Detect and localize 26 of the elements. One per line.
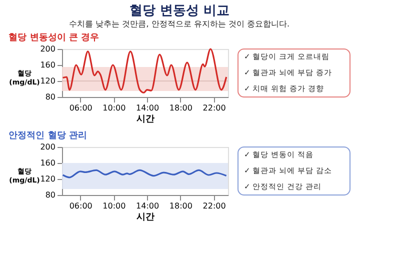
chart-title: 안정적인 혈당 관리 xyxy=(8,131,87,141)
x-tick-label: 14:00 xyxy=(136,202,160,210)
x-tick-label: 06:00 xyxy=(69,104,92,112)
x-tick-label: 18:00 xyxy=(169,202,192,210)
y-tick-label: 200 xyxy=(40,142,56,152)
y-tick-label: 120 xyxy=(40,76,56,86)
y-tick-label: 160 xyxy=(40,60,56,70)
text: 수치를 낮추는 것만큼, 안정적으로 유지하는 것이 중요합니다. xyxy=(69,20,290,28)
y-tick-label: 200 xyxy=(40,44,56,54)
y-tick-label: 80 xyxy=(45,92,56,102)
x-axis-title: 시간 xyxy=(136,212,154,222)
x-tick-label: 10:00 xyxy=(102,202,126,210)
x-tick-label: 14:00 xyxy=(136,104,160,112)
x-tick-label: 18:00 xyxy=(169,104,192,112)
chart-title: 혈당 변동성이 큰 경우 xyxy=(8,33,100,43)
x-tick-label: 22:00 xyxy=(202,104,226,112)
y-tick-label: 120 xyxy=(40,174,56,184)
y-tick-label: 80 xyxy=(45,190,56,200)
x-tick-label: 10:00 xyxy=(102,104,126,112)
x-tick-label: 22:00 xyxy=(202,202,226,210)
x-axis-title: 시간 xyxy=(136,114,154,124)
text: 혈당 변동성 비교 xyxy=(129,4,230,18)
line-series xyxy=(62,48,228,94)
y-tick-label: 160 xyxy=(40,158,56,168)
line-series xyxy=(62,169,228,178)
x-tick-label: 06:00 xyxy=(69,202,92,210)
